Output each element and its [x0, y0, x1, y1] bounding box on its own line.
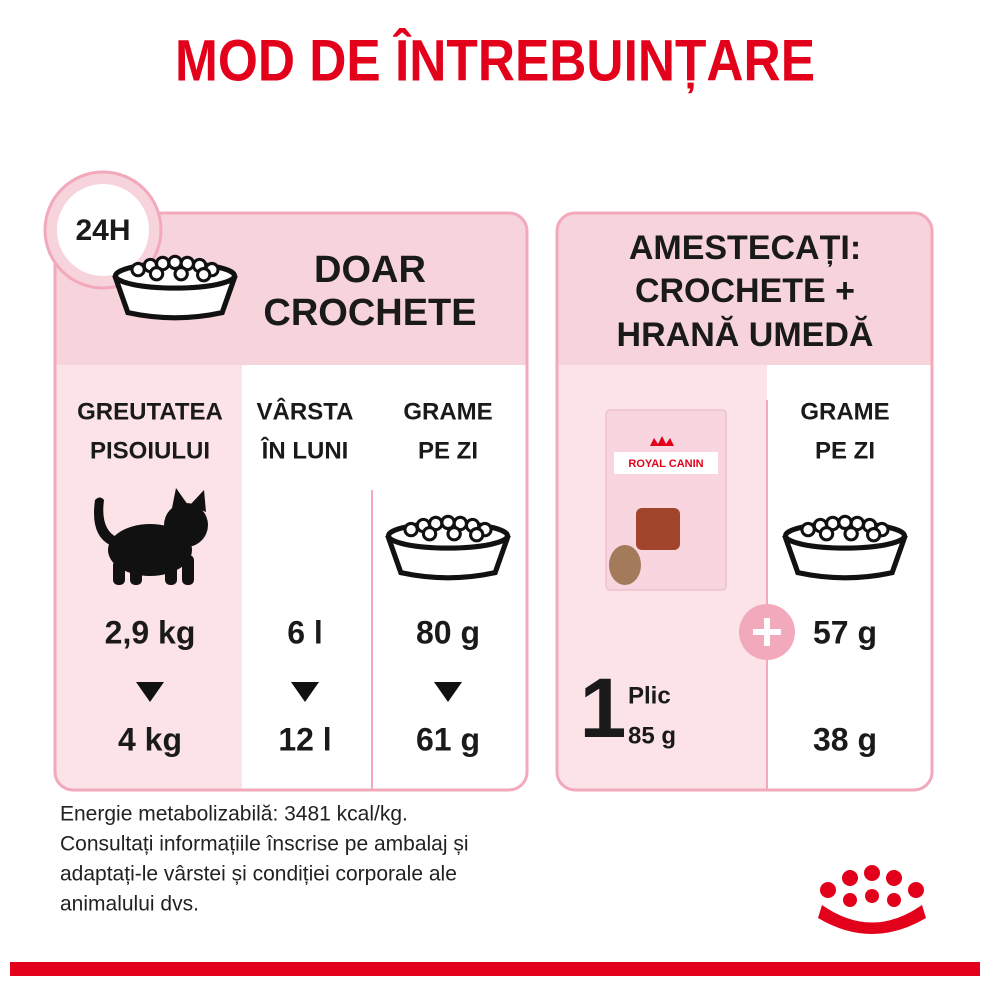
- pouch-count: 1: [580, 661, 627, 755]
- column-header: ÎN LUNI: [261, 436, 349, 464]
- left-columns: GREUTATEA PISOIULUI 2,9 kg 4 kg VÂRSTA Î…: [77, 397, 493, 757]
- value-to: 61 g: [416, 721, 480, 757]
- right-header-bg: [557, 213, 932, 365]
- title: MOD DE ÎNTREBUINȚARE: [175, 28, 815, 93]
- value-from: 57 g: [813, 614, 877, 650]
- heading: DOAR: [314, 249, 426, 291]
- note-line: Energie metabolizabilă: 3481 kcal/kg.: [60, 803, 408, 826]
- badge: 24H: [75, 214, 130, 247]
- heading: CROCHETE +: [635, 272, 855, 310]
- left-header-bg: [55, 213, 527, 365]
- column-header: GRAME: [800, 398, 889, 425]
- column-header: PE ZI: [815, 437, 875, 464]
- brand-logo: [818, 865, 926, 934]
- pouch: ROYAL CANIN: [605, 409, 727, 591]
- pouch-brand: ROYAL CANIN: [628, 458, 703, 470]
- note-line: adaptați-le vârstei și condiției corpora…: [60, 863, 457, 886]
- pouch-unit: Plic: [628, 682, 671, 709]
- column-header: VÂRSTA: [257, 397, 354, 425]
- value-to: 4 kg: [118, 721, 182, 757]
- value-from: 2,9 kg: [105, 614, 196, 650]
- heading: CROCHETE: [263, 292, 476, 334]
- column-header: GREUTATEA: [77, 398, 223, 425]
- left-border: [53, 211, 529, 792]
- bowl-icon: [116, 256, 235, 318]
- note-line: Consultați informațiile înscrise pe amba…: [60, 833, 469, 856]
- pouch-weight: 85 g: [628, 722, 676, 749]
- value-from: 80 g: [416, 614, 480, 650]
- cat-icon: [94, 488, 208, 585]
- footer-bar: [10, 962, 980, 976]
- column-header: GRAME: [403, 398, 492, 425]
- right-border: [555, 211, 934, 792]
- value-to: 12 l: [278, 721, 331, 757]
- plus: [753, 618, 781, 646]
- value-to: 38 g: [813, 721, 877, 757]
- bowl-icon: [389, 516, 508, 578]
- heading: AMESTECAȚI:: [629, 229, 861, 267]
- clock-face: [57, 184, 149, 276]
- column-header: PE ZI: [418, 437, 478, 464]
- note-line: animalului dvs.: [60, 893, 199, 916]
- value-from: 6 l: [287, 614, 323, 650]
- bowl-icon: [786, 516, 905, 578]
- column-header: PISOIULUI: [90, 437, 210, 464]
- heading: HRANĂ UMEDĂ: [617, 316, 874, 354]
